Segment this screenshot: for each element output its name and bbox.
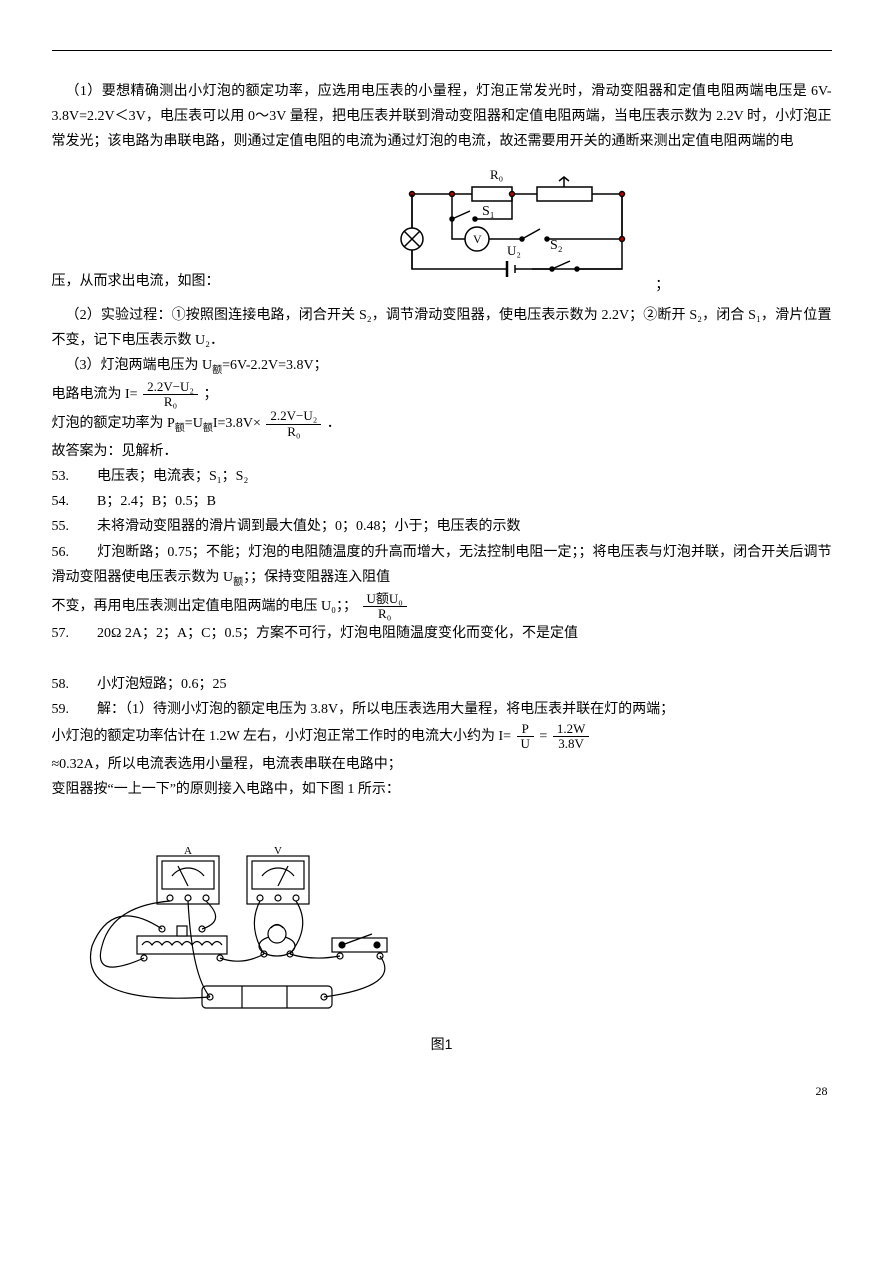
a59-frac2-den: 3.8V	[553, 737, 590, 751]
a56-1-tail: ；；保持变阻器连入阻值	[243, 570, 390, 585]
a59-eq: =	[539, 729, 547, 744]
a56-1: 56. 灯泡断路；0.75；不能；灯泡的电阻随温度的升高而增大，无法控制电阻一定…	[52, 540, 832, 592]
top-rule	[52, 50, 832, 51]
para2: （2）实验过程：①按照图连接电路，闭合开关 S₂，调节滑动变阻器，使电压表示数为…	[52, 303, 832, 353]
para1-tail-pre: 压，从而求出电流，如图：	[52, 269, 220, 294]
a59-frac1-den: U	[517, 737, 534, 751]
a56-sub1: 额	[233, 577, 243, 588]
para3-sub: 额	[212, 365, 222, 376]
eq2-num: 2.2V−U₂	[266, 409, 321, 424]
answers-block: 53. 电压表；电流表；S₁；S₂ 54. B；2.4；B；0.5；B 55. …	[52, 464, 832, 802]
a59-3: ≈0.32A，所以电流表选用小量程，电流表串联在电路中；	[52, 752, 832, 777]
a55: 55. 未将滑动变阻器的滑片调到最大值处；0；0.48；小于；电压表的示数	[52, 514, 832, 539]
a53: 53. 电压表；电流表；S₁；S₂	[52, 464, 832, 489]
label-r0: R₀	[490, 167, 503, 182]
eq2-sub2: 额	[203, 423, 213, 434]
label-v: V	[473, 232, 482, 246]
eq2-pre: 灯泡的额定功率为 P	[52, 416, 175, 431]
page-number: 28	[52, 1081, 832, 1103]
a56-2: 不变，再用电压表测出定值电阻两端的电压 U₀；； U额U₀ R₀	[52, 592, 832, 622]
a59-frac1: P U	[517, 722, 534, 752]
eq1-den: R₀	[143, 395, 198, 409]
a56-frac-den: R₀	[363, 607, 407, 621]
label-s2: S₂	[550, 238, 563, 253]
a59-frac2-num: 1.2W	[553, 722, 590, 737]
eq2-frac: 2.2V−U₂ R₀	[266, 409, 321, 439]
circuit-diagram: R₀ V S₁ S₂ U₂	[382, 159, 652, 299]
a56-2-pre: 不变，再用电压表测出定值电阻两端的电压 U₀；；	[52, 599, 358, 614]
para4: 故答案为：见解析．	[52, 439, 832, 464]
a59-4: 变阻器按“一上一下”的原则接入电路中，如下图 1 所示：	[52, 777, 832, 802]
para3: （3）灯泡两端电压为 U额=6V-2.2V=3.8V；	[52, 353, 832, 380]
eq1-frac: 2.2V−U₂ R₀	[143, 380, 198, 410]
eq2-sub1: 额	[175, 423, 185, 434]
svg-text:V: V	[274, 845, 282, 857]
label-s1: S₁	[482, 204, 495, 219]
eq1-num: 2.2V−U₂	[143, 380, 198, 395]
figure-caption: 图1	[52, 1032, 832, 1057]
para1: （1）要想精确测出小灯泡的额定功率，应选用电压表的小量程，灯泡正常发光时，滑动变…	[52, 79, 832, 155]
label-u2: U₂	[507, 243, 521, 258]
a56-1-text: 56. 灯泡断路；0.75；不能；灯泡的电阻随温度的升高而增大，无法控制电阻一定…	[52, 545, 832, 585]
eq1-label: 电路电流为 I=	[52, 387, 138, 402]
eq2-mid: =U	[185, 416, 203, 431]
eq1-tail: ；	[203, 387, 217, 402]
eq2-tail: ．	[327, 416, 341, 431]
a54: 54. B；2.4；B；0.5；B	[52, 489, 832, 514]
eq2-den: R₀	[266, 425, 321, 439]
a59-frac1-num: P	[517, 722, 534, 737]
a59-2: 小灯泡的额定功率估计在 1.2W 左右，小灯泡正常工作时的电流大小约为 I= P…	[52, 722, 832, 752]
para3-tail: =6V-2.2V=3.8V；	[222, 358, 328, 373]
para3-head: （3）灯泡两端电压为 U	[66, 358, 213, 373]
a57-blank	[52, 646, 832, 671]
eq2-line: 灯泡的额定功率为 P额=U额I=3.8V× 2.2V−U₂ R₀ ．	[52, 409, 832, 439]
para1-tail-post: ；	[655, 273, 669, 298]
experiment-figure: A V	[52, 806, 432, 1026]
circuit-figure-row: 压，从而求出电流，如图：	[52, 159, 832, 299]
eq1-line: 电路电流为 I= 2.2V−U₂ R₀ ；	[52, 380, 832, 410]
svg-text:A: A	[184, 845, 192, 857]
a59-2-pre: 小灯泡的额定功率估计在 1.2W 左右，小灯泡正常工作时的电流大小约为 I=	[52, 729, 512, 744]
a56-frac: U额U₀ R₀	[363, 592, 407, 622]
a59-1: 59. 解：（1）待测小灯泡的额定电压为 3.8V，所以电压表选用大量程，将电压…	[52, 697, 832, 722]
a57: 57. 20Ω 2A；2；A；C；0.5；方案不可行，灯泡电阻随温度变化而变化，…	[52, 621, 832, 646]
a56-frac-num: U额U₀	[363, 592, 407, 607]
eq2-post: I=3.8V×	[213, 416, 261, 431]
a59-frac2: 1.2W 3.8V	[553, 722, 590, 752]
a58: 58. 小灯泡短路；0.6；25	[52, 672, 832, 697]
